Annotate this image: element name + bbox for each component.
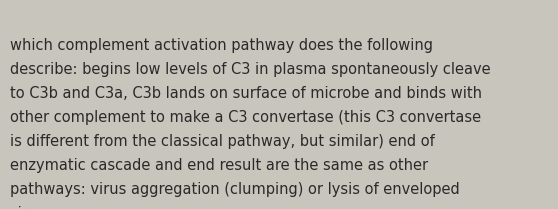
Text: to C3b and C3a, C3b lands on surface of microbe and binds with: to C3b and C3a, C3b lands on surface of …: [10, 86, 482, 101]
Text: other complement to make a C3 convertase (this C3 convertase: other complement to make a C3 convertase…: [10, 110, 481, 125]
Text: pathways: virus aggregation (clumping) or lysis of enveloped: pathways: virus aggregation (clumping) o…: [10, 182, 460, 197]
Text: which complement activation pathway does the following: which complement activation pathway does…: [10, 38, 433, 53]
Text: is different from the classical pathway, but similar) end of: is different from the classical pathway,…: [10, 134, 435, 149]
Text: enzymatic cascade and end result are the same as other: enzymatic cascade and end result are the…: [10, 158, 428, 173]
Text: describe: begins low levels of C3 in plasma spontaneously cleave: describe: begins low levels of C3 in pla…: [10, 62, 490, 77]
Text: viruses: viruses: [10, 206, 63, 209]
